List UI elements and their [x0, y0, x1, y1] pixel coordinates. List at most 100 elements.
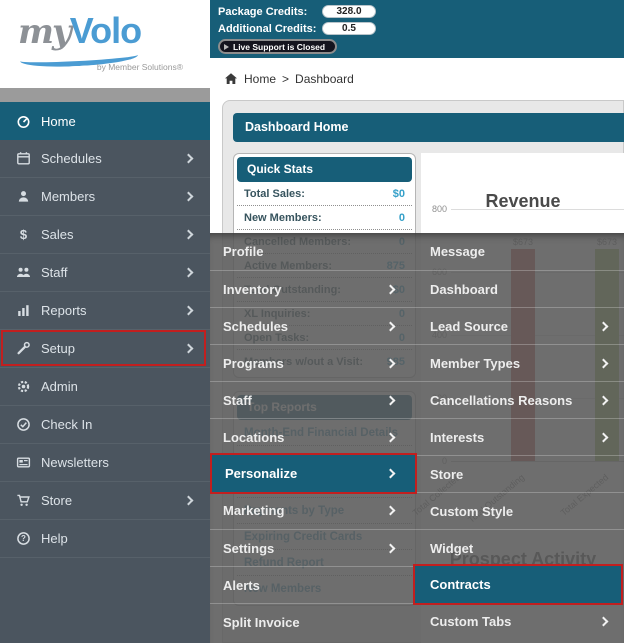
additional-credits-label: Additional Credits:	[218, 22, 317, 35]
menu-item-store[interactable]: Store	[415, 455, 624, 492]
sidebar-item-label: Newsletters	[41, 455, 109, 470]
chevron-right-icon	[183, 229, 194, 240]
logo-divider-strip	[0, 88, 210, 102]
sidebar-item-setup[interactable]: Setup	[0, 330, 210, 368]
sidebar-item-staff[interactable]: Staff	[0, 254, 210, 292]
dashboard-icon	[17, 115, 30, 128]
menu-item-message[interactable]: Message	[415, 233, 624, 270]
menu-item-schedules[interactable]: Schedules	[210, 307, 415, 344]
sidebar-item-label: Setup	[41, 341, 75, 356]
logo-text-volo: Volo	[69, 10, 142, 51]
menu-item-programs[interactable]: Programs	[210, 344, 415, 381]
chevron-right-icon	[598, 358, 609, 368]
menu-item-label: Programs	[223, 355, 284, 371]
chevron-right-icon	[598, 395, 609, 405]
sidebar-item-label: Check In	[41, 417, 93, 432]
menu-item-member-types[interactable]: Member Types	[415, 344, 624, 381]
sidebar-item-schedules[interactable]: Schedules	[0, 140, 210, 178]
additional-credits-field[interactable]: 0.5	[322, 22, 376, 35]
menu-item-profile[interactable]: Profile	[210, 233, 415, 270]
sidebar-nav: Home Schedules Members	[0, 102, 210, 558]
menu-item-lead-source[interactable]: Lead Source	[415, 307, 624, 344]
chart-title: Revenue	[485, 191, 561, 211]
sidebar-item-help[interactable]: ? Help	[0, 520, 210, 558]
menu-item-label: Marketing	[223, 503, 285, 518]
menu-item-inventory[interactable]: Inventory	[210, 270, 415, 307]
sidebar-item-reports[interactable]: Reports	[0, 292, 210, 330]
menu-item-label: Settings	[223, 540, 275, 556]
menu-item-label: Widget	[430, 540, 474, 556]
chevron-right-icon	[385, 358, 396, 368]
sidebar-item-members[interactable]: Members	[0, 178, 210, 216]
menu-item-settings[interactable]: Settings	[210, 529, 415, 566]
setup-menu-column-left: Profile Inventory Schedules Programs Sta…	[210, 233, 415, 643]
brand-logo[interactable]: myVolo by Member Solutions®	[0, 0, 210, 88]
sidebar-item-newsletters[interactable]: Newsletters	[0, 444, 210, 482]
menu-item-label: Message	[430, 244, 485, 259]
menu-item-label: Lead Source	[430, 318, 509, 334]
menu-item-label: Interests	[430, 429, 485, 445]
sidebar-item-label: Help	[41, 531, 68, 546]
stat-label: New Members:	[244, 211, 322, 224]
chevron-right-icon	[183, 153, 194, 164]
sidebar-item-label: Schedules	[41, 151, 102, 166]
chevron-right-icon	[385, 505, 396, 516]
chevron-right-icon	[385, 284, 396, 294]
menu-item-marketing[interactable]: Marketing	[210, 492, 415, 529]
dollar-icon: $	[19, 227, 28, 242]
chevron-right-icon	[183, 267, 194, 278]
sidebar-item-admin[interactable]: Admin	[0, 368, 210, 406]
sidebar-item-sales[interactable]: $ Sales	[0, 216, 210, 254]
menu-item-cancellations-reasons[interactable]: Cancellations Reasons	[415, 381, 624, 418]
menu-item-custom-style[interactable]: Custom Style	[415, 492, 624, 529]
logo-tagline: by Member Solutions®	[96, 62, 183, 72]
svg-text:?: ?	[21, 534, 26, 543]
menu-item-label: Inventory	[223, 281, 282, 297]
package-credits-field[interactable]: 328.0	[322, 5, 376, 18]
cart-icon	[17, 494, 30, 506]
question-circle-icon: ?	[17, 532, 30, 545]
newsletter-icon	[16, 457, 31, 468]
breadcrumb-current[interactable]: Dashboard	[295, 72, 354, 86]
menu-item-custom-tabs[interactable]: Custom Tabs	[415, 603, 624, 640]
breadcrumb-home[interactable]: Home	[244, 72, 277, 86]
menu-item-label: Alerts	[223, 577, 260, 593]
chevron-right-icon	[598, 432, 609, 442]
sidebar-item-check-in[interactable]: Check In	[0, 406, 210, 444]
live-support-button[interactable]: Live Support is Closed	[218, 39, 338, 54]
menu-item-staff[interactable]: Staff	[210, 381, 415, 418]
chevron-right-icon	[385, 432, 396, 442]
chevron-right-icon	[385, 543, 396, 553]
menu-item-split-invoice[interactable]: Split Invoice	[210, 603, 415, 640]
menu-item-dashboard[interactable]: Dashboard	[415, 270, 624, 307]
sidebar-item-label: Reports	[41, 303, 87, 318]
sidebar-item-store[interactable]: Store	[0, 482, 210, 520]
chevron-right-icon	[385, 395, 396, 405]
calendar-icon	[17, 152, 30, 165]
menu-item-locations[interactable]: Locations	[210, 418, 415, 455]
stat-value: 0	[398, 211, 405, 224]
top-header: Package Credits: 328.0 Additional Credit…	[210, 0, 624, 58]
menu-item-label: Locations	[223, 429, 285, 445]
menu-item-label: Custom Style	[430, 503, 514, 519]
chevron-right-icon	[183, 495, 194, 506]
quick-stats-title: Quick Stats	[237, 157, 412, 182]
stat-row: Total Sales: $0	[237, 182, 412, 206]
menu-item-label: Member Types	[430, 355, 521, 371]
gridline	[451, 209, 624, 210]
menu-item-alerts[interactable]: Alerts	[210, 566, 415, 603]
sidebar-item-label: Members	[41, 189, 96, 204]
menu-item-contracts[interactable]: Contracts	[415, 566, 621, 603]
menu-item-label: Contracts	[430, 577, 491, 592]
stat-row: New Members: 0	[237, 206, 412, 230]
chevron-right-icon	[385, 468, 396, 479]
menu-item-interests[interactable]: Interests	[415, 418, 624, 455]
sidebar-item-home[interactable]: Home	[0, 102, 210, 140]
sidebar-item-label: Home	[41, 113, 76, 129]
menu-item-widget[interactable]: Widget	[415, 529, 624, 566]
stat-value: $0	[392, 187, 405, 200]
menu-item-label: Cancellations Reasons	[430, 392, 573, 408]
breadcrumb: Home > Dashboard	[224, 72, 354, 86]
menu-item-personalize[interactable]: Personalize	[212, 455, 415, 492]
